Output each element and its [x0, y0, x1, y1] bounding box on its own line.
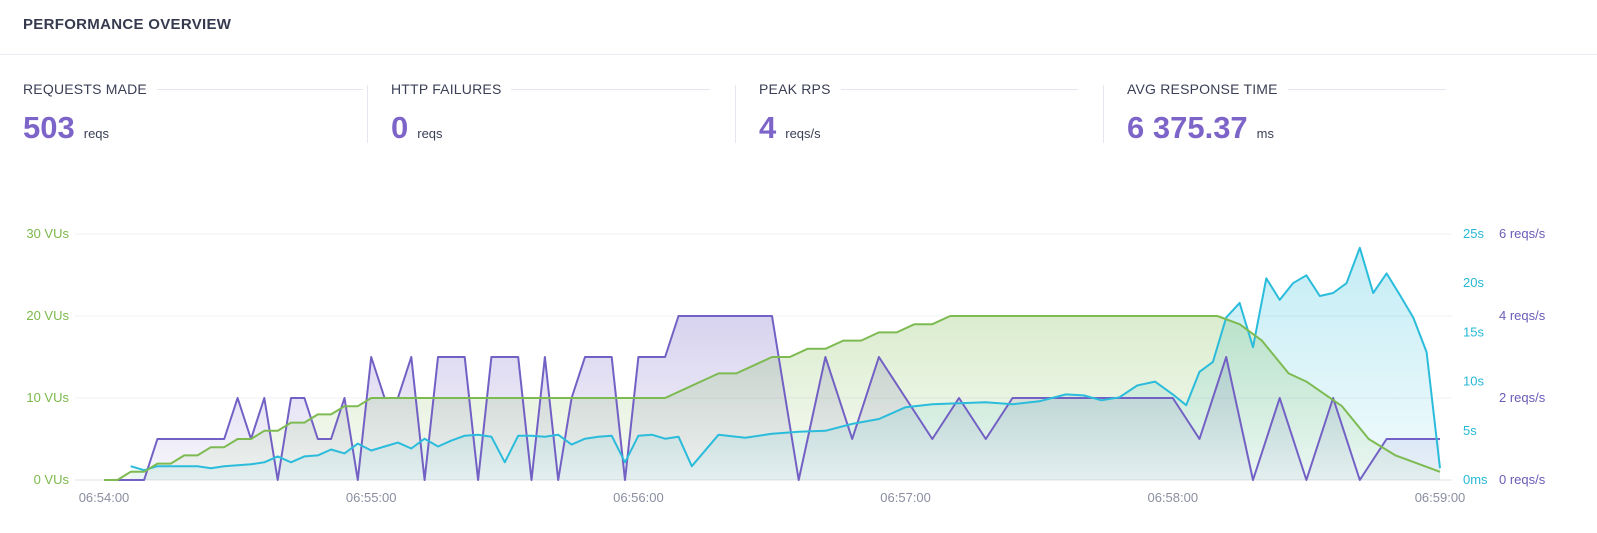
stat-rule [511, 88, 710, 90]
x-tick-label: 06:55:00 [346, 490, 397, 505]
stat-divider [1103, 85, 1104, 143]
stat-label: AVG RESPONSE TIME [1127, 81, 1278, 97]
stat-unit: reqs [83, 126, 110, 141]
y-tick-label-response-time: 5s [1463, 423, 1477, 438]
stat-divider [735, 85, 736, 143]
y-tick-label-response-time: 0ms [1463, 472, 1488, 487]
y-tick-label-response-time: 10s [1463, 374, 1484, 389]
y-tick-label-response-time: 15s [1463, 324, 1484, 339]
page-title: PERFORMANCE OVERVIEW [23, 16, 232, 33]
y-tick-label-vus: 0 VUs [34, 472, 70, 487]
x-tick-label: 06:58:00 [1147, 490, 1198, 505]
page-header: PERFORMANCE OVERVIEW [0, 0, 1597, 55]
stat-requests-made: REQUESTS MADE 503 reqs [23, 80, 368, 150]
y-tick-label-vus: 30 VUs [26, 226, 69, 241]
y-tick-label-rps: 2 reqs/s [1499, 390, 1546, 405]
stat-label: REQUESTS MADE [23, 81, 147, 97]
x-tick-label: 06:56:00 [613, 490, 664, 505]
y-tick-label-response-time: 25s [1463, 226, 1484, 241]
stat-rule [1287, 88, 1446, 90]
x-tick-label: 06:54:00 [79, 490, 130, 505]
stat-unit: ms [1256, 126, 1275, 141]
x-tick-label: 06:59:00 [1415, 490, 1466, 505]
stat-peak-rps: PEAK RPS 4 reqs/s [759, 80, 1104, 150]
series-line-vus [104, 315, 1441, 481]
x-tick-label: 06:57:00 [880, 490, 931, 505]
y-tick-label-rps: 4 reqs/s [1499, 308, 1546, 323]
stat-label: PEAK RPS [759, 81, 831, 97]
y-tick-label-vus: 10 VUs [26, 390, 69, 405]
y-tick-label-vus: 20 VUs [26, 308, 69, 323]
stat-value: 503 [23, 110, 75, 145]
series-line-response_time [130, 246, 1441, 472]
y-tick-label-rps: 6 reqs/s [1499, 226, 1546, 241]
y-tick-label-response-time: 20s [1463, 275, 1484, 290]
stat-rule [840, 88, 1078, 90]
stat-avg-response-time: AVG RESPONSE TIME 6 375.37 ms [1127, 80, 1472, 150]
series-area-vus [104, 316, 1440, 480]
stat-label: HTTP FAILURES [391, 81, 502, 97]
stat-value: 6 375.37 [1127, 110, 1248, 145]
stat-divider [367, 85, 368, 143]
stat-value: 4 [759, 110, 777, 145]
y-tick-label-rps: 0 reqs/s [1499, 472, 1546, 487]
stat-rule [156, 88, 363, 90]
stat-unit: reqs [417, 126, 443, 141]
stat-value: 0 [391, 110, 409, 145]
stat-unit: reqs/s [785, 126, 821, 141]
stat-http-failures: HTTP FAILURES 0 reqs [391, 80, 736, 150]
